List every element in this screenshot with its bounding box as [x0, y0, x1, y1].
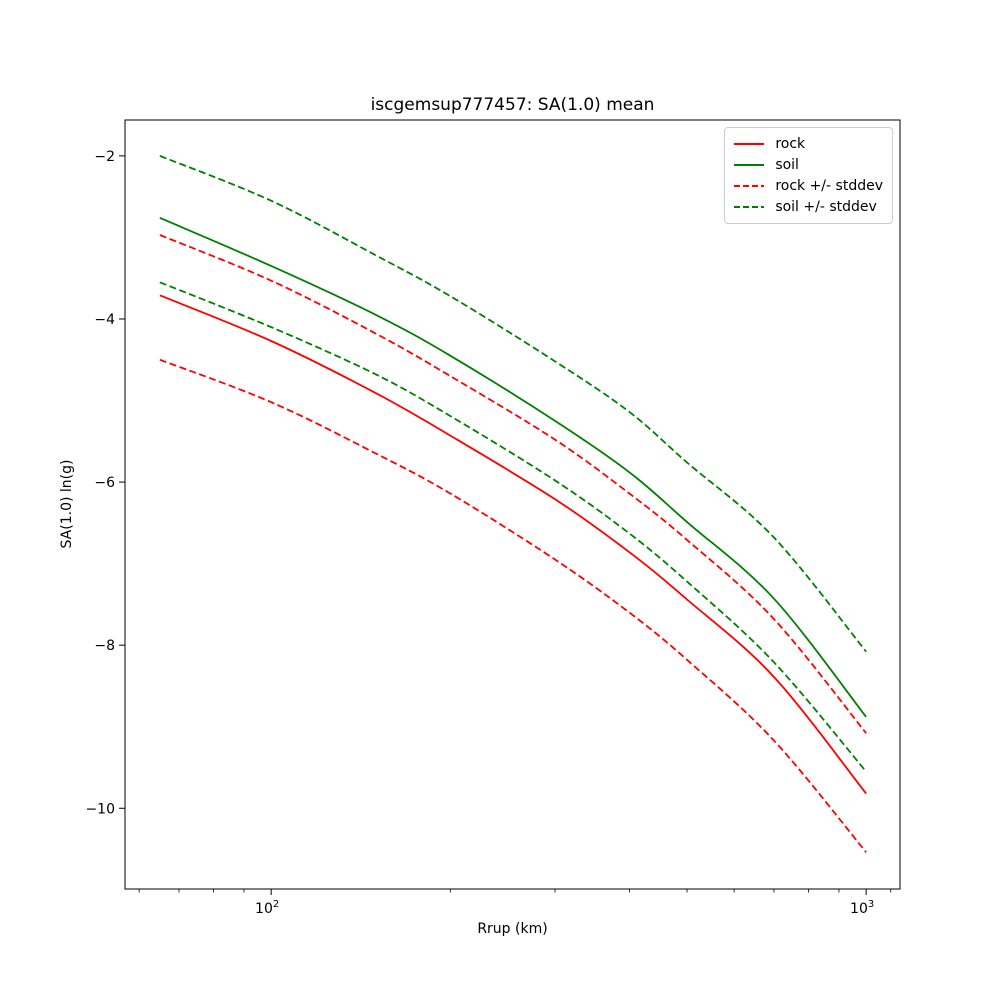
legend-item-soil: soil [734, 156, 883, 174]
series-line-soil [159, 217, 867, 718]
legend-item-rock-stddev: rock +/- stddev [734, 177, 883, 195]
legend-label: rock [775, 136, 806, 152]
x-tick-label: 103 [850, 899, 874, 917]
x-axis-label: Rrup (km) [477, 921, 548, 937]
chart-title: iscgemsup777457: SA(1.0) mean [370, 95, 655, 115]
legend-label: soil +/- stddev [775, 199, 877, 215]
legend-item-rock: rock [734, 135, 883, 153]
series-line-rock-stddev-upper [159, 234, 867, 734]
y-tick-label: −2 [94, 149, 115, 165]
legend: rock soil rock +/- stddev soil +/- stdde… [724, 127, 893, 224]
y-axis-label: SA(1.0) ln(g) [59, 459, 75, 549]
x-tick-label: 102 [255, 899, 279, 917]
legend-item-soil-stddev: soil +/- stddev [734, 198, 883, 216]
y-tick-label: −10 [85, 801, 115, 817]
legend-label: rock +/- stddev [775, 178, 883, 194]
legend-line-sample-soil [734, 164, 765, 166]
series-line-rock [159, 294, 867, 795]
legend-label: soil [775, 157, 799, 173]
plot-border [124, 119, 901, 890]
legend-line-sample-rock-stddev [734, 185, 765, 187]
series-line-soil-stddev-upper [159, 155, 867, 653]
series-line-rock-stddev-lower [159, 358, 867, 853]
series-line-soil-stddev-lower [159, 281, 867, 773]
legend-line-sample-soil-stddev [734, 206, 765, 208]
y-tick-label: −6 [94, 475, 115, 491]
y-tick-label: −4 [94, 312, 115, 328]
y-tick-label: −8 [94, 638, 115, 654]
legend-line-sample-rock [734, 143, 765, 145]
